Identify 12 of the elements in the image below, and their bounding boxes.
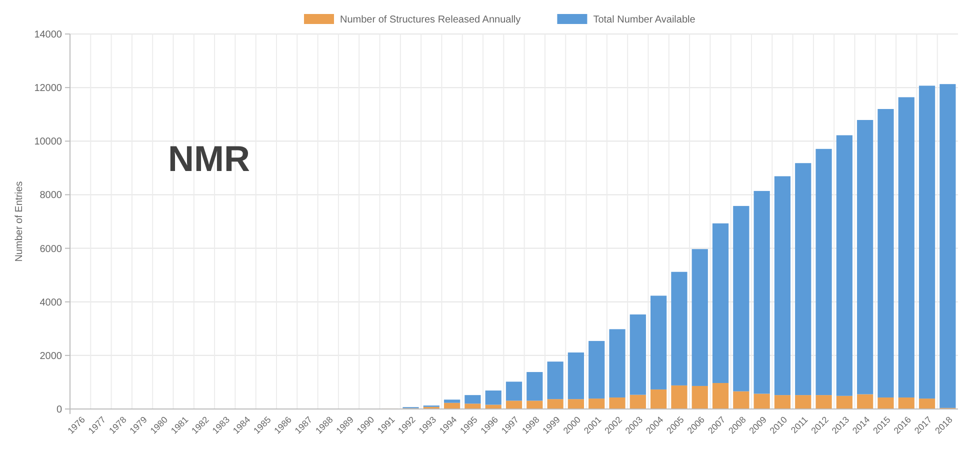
legend-label: Total Number Available (593, 14, 696, 26)
y-tick-label: 12000 (34, 83, 62, 94)
y-tick-label: 8000 (40, 190, 62, 202)
annotation: NMR (168, 138, 250, 179)
y-tick-label: 2000 (40, 350, 62, 362)
y-tick-label: 4000 (40, 297, 62, 308)
y-tick-label: 0 (56, 404, 62, 416)
y-tick-label: 14000 (34, 30, 62, 40)
y-axis-title: Number of Entries (14, 181, 25, 262)
legend-label: Number of Structures Released Annually (340, 14, 521, 26)
y-tick-label: 6000 (40, 244, 62, 255)
y-tick-label: 10000 (34, 136, 62, 148)
